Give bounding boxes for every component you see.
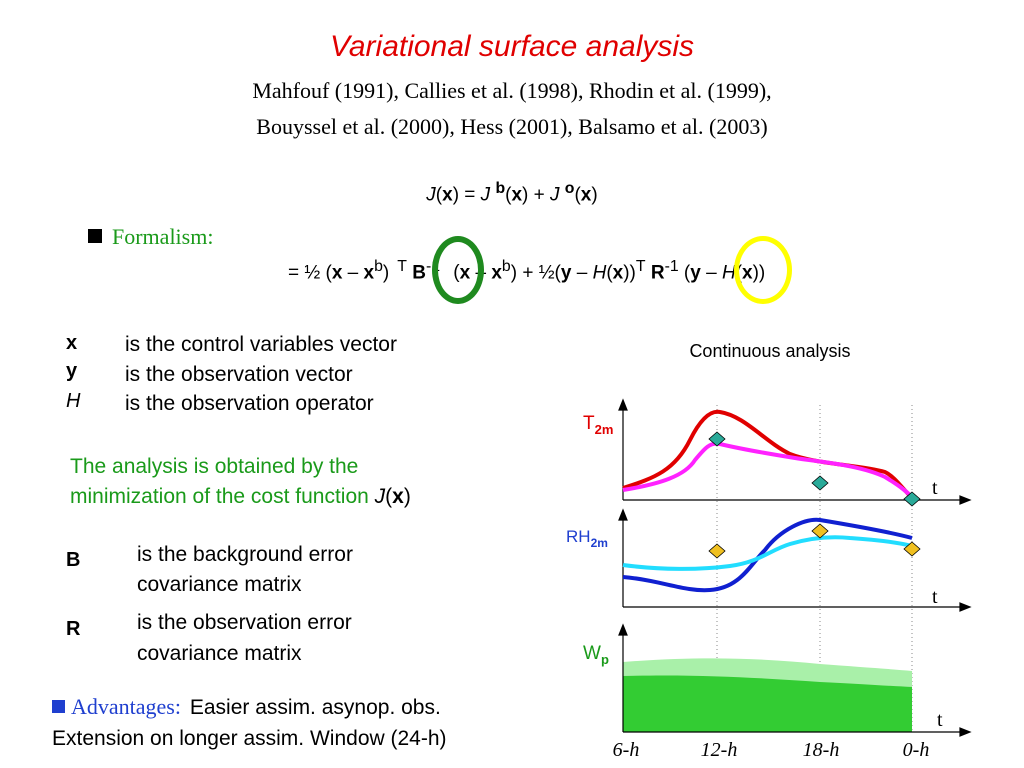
x-tick-label: 0-h — [903, 739, 930, 761]
definition-R-line-2: covariance matrix — [137, 642, 302, 665]
symbol-x: x — [66, 332, 78, 354]
minimization-line-2: minimization of the cost function J(x) — [70, 485, 411, 508]
RH-obs-marker — [708, 543, 726, 559]
T-obs-marker — [708, 431, 726, 447]
Wp-area-dark — [623, 675, 912, 732]
T-axis-label: T2m — [583, 413, 613, 437]
RH-obs-marker — [903, 541, 921, 557]
x-tick-label: 12-h — [701, 739, 738, 761]
RH-obs-marker — [811, 523, 829, 539]
references-line-2: Bouyssel et al. (2000), Hess (2001), Bal… — [256, 114, 768, 139]
ring-R-highlight — [734, 236, 792, 304]
definition-H: is the observation operator — [125, 392, 374, 415]
symbol-B: B — [66, 549, 81, 571]
formalism-bullet: Formalism: — [88, 224, 213, 250]
bullet-square-icon — [88, 229, 102, 243]
definition-x: is the control variables vector — [125, 333, 397, 356]
cost-function-equation: J(x) = J b(x) + J o(x) — [426, 180, 598, 206]
definition-y: is the observation vector — [125, 363, 353, 386]
references-line-1: Mahfouf (1991), Callies et al. (1998), R… — [252, 78, 772, 103]
T-obs-marker — [903, 491, 921, 507]
RH-axis-label: RH2m — [566, 527, 608, 550]
panel-T-axes — [618, 398, 972, 505]
minimization-line-1: The analysis is obtained by the — [70, 455, 359, 478]
RH-time-label: t — [932, 586, 938, 608]
bullet-square-icon — [52, 700, 65, 713]
continuous-analysis-chart: Continuous analysis T2m t RH2m t Wp t 6-… — [566, 341, 972, 761]
T-obs-marker — [811, 475, 829, 491]
ring-B-highlight — [432, 236, 484, 304]
x-tick-label: 18-h — [803, 739, 840, 761]
panel-Wp-axes — [618, 623, 972, 737]
definition-B-line-2: covariance matrix — [137, 573, 302, 596]
expanded-cost-equation: = ½ (x – xb) T B-1 (x – xb) + ½(y – H(x))… — [288, 258, 766, 284]
x-tick-label: 6-h — [613, 739, 640, 761]
Wp-time-label: t — [937, 709, 943, 731]
symbol-H: H — [66, 390, 81, 412]
Wp-axis-label: Wp — [583, 643, 609, 667]
RH-series-cyan — [622, 535, 913, 571]
advantages-bullet: Advantages: Easier assim. asynop. obs. — [52, 694, 441, 720]
chart-title: Continuous analysis — [689, 341, 850, 361]
slide-title: Variational surface analysis — [329, 30, 695, 63]
advantages-line-2: Extension on longer assim. Window (24-h) — [52, 727, 447, 750]
T-series-red — [622, 409, 914, 500]
T-series-magenta — [622, 441, 914, 500]
symbol-R: R — [66, 618, 81, 640]
panel-RH-axes — [618, 508, 972, 612]
definition-R-line-1: is the observation error — [137, 611, 352, 634]
definition-B-line-1: is the background error — [137, 543, 353, 566]
RH-series-blue — [622, 517, 913, 593]
symbol-y: y — [66, 360, 78, 382]
T-time-label: t — [932, 477, 938, 499]
